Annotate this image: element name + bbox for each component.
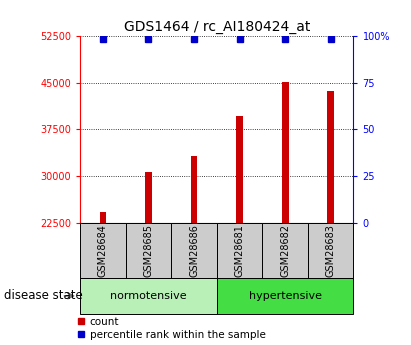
Text: GSM28684: GSM28684 <box>98 224 108 277</box>
Bar <box>80 223 126 278</box>
Legend: count, percentile rank within the sample: count, percentile rank within the sample <box>77 317 266 340</box>
Bar <box>126 223 171 278</box>
Bar <box>308 223 353 278</box>
Bar <box>145 171 152 223</box>
Bar <box>191 156 197 223</box>
Bar <box>99 212 106 223</box>
Text: GSM28685: GSM28685 <box>143 224 153 277</box>
Text: disease state: disease state <box>4 289 83 302</box>
Bar <box>236 116 243 223</box>
Bar <box>217 223 262 278</box>
Text: GSM28683: GSM28683 <box>326 224 336 277</box>
Bar <box>282 82 289 223</box>
Bar <box>80 278 217 314</box>
Text: GSM28686: GSM28686 <box>189 224 199 277</box>
Bar <box>327 91 334 223</box>
Text: GSM28681: GSM28681 <box>235 224 245 277</box>
Bar <box>217 278 353 314</box>
Title: GDS1464 / rc_AI180424_at: GDS1464 / rc_AI180424_at <box>124 20 310 34</box>
Text: hypertensive: hypertensive <box>249 291 322 301</box>
Text: GSM28682: GSM28682 <box>280 224 290 277</box>
Text: normotensive: normotensive <box>110 291 187 301</box>
Bar <box>262 223 308 278</box>
Bar <box>171 223 217 278</box>
